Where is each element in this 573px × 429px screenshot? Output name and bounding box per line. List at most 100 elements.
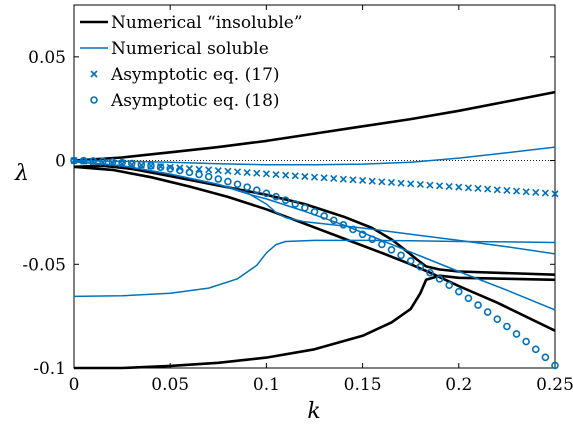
- asymptotic-18-marker: [416, 262, 425, 271]
- asymptotic-18-marker: [551, 361, 559, 370]
- marker-layer: [70, 156, 559, 370]
- asymptotic-18-marker: [70, 156, 78, 165]
- series-layer: [73, 90, 556, 370]
- x-tick-label: 0.15: [344, 375, 382, 395]
- asymptotic-17-marker: [349, 176, 357, 184]
- asymptotic-17-marker: [282, 171, 290, 179]
- asymptotic-17-marker: [205, 166, 213, 174]
- asymptotic-18-marker: [541, 353, 550, 362]
- asymptotic-17-marker: [272, 170, 280, 179]
- asymptotic-17-marker: [512, 187, 521, 195]
- y-axis-label: λ: [14, 161, 29, 186]
- asymptotic-17-marker: [320, 174, 328, 182]
- asymptotic-18-marker: [176, 166, 184, 175]
- asymptotic-18-marker: [301, 203, 309, 212]
- asymptotic-18-marker: [272, 192, 280, 201]
- asymptotic-18-marker: [262, 189, 271, 198]
- legend: Numerical “insoluble” Numerical soluble As…: [80, 13, 303, 111]
- insoluble-series-line-3: [74, 274, 556, 370]
- asymptotic-18-marker: [252, 186, 261, 194]
- asymptotic-18-marker: [185, 168, 194, 177]
- tick-marks: [73, 5, 556, 369]
- asymptotic-18-marker: [406, 257, 415, 265]
- asymptotic-18-marker: [127, 159, 136, 168]
- asymptotic-18-marker: [224, 177, 232, 186]
- asymptotic-17-marker: [426, 181, 434, 189]
- asymptotic-18-marker: [89, 157, 98, 165]
- asymptotic-18-marker: [445, 281, 453, 289]
- asymptotic-17-marker: [291, 172, 299, 180]
- asymptotic-18-marker: [79, 156, 88, 165]
- legend-label: Asymptotic eq. (17): [110, 65, 280, 85]
- asymptotic-17-marker: [118, 160, 126, 168]
- asymptotic-18-marker: [483, 308, 492, 316]
- asymptotic-17-marker: [397, 179, 405, 187]
- asymptotic-17-marker: [368, 177, 376, 185]
- asymptotic-17-marker: [445, 182, 453, 191]
- asymptotic-17-marker: [416, 180, 424, 189]
- soluble-series-line-4: [73, 146, 556, 166]
- asymptotic-18-marker: [99, 157, 107, 166]
- asymptotic-18-marker: [435, 275, 444, 283]
- asymptotic-18-marker: [387, 245, 396, 254]
- asymptotic-17-marker: [378, 178, 386, 186]
- legend-symbol: [90, 96, 98, 104]
- asymptotic-18-marker: [166, 164, 174, 173]
- asymptotic-17-marker: [455, 183, 463, 191]
- x-tick-label: 0: [69, 375, 80, 395]
- insoluble-series-line-2: [73, 165, 556, 332]
- asymptotic-18-marker: [464, 294, 473, 303]
- asymptotic-17-marker: [339, 175, 347, 183]
- y-tick-label: 0: [55, 152, 66, 172]
- asymptotic-17-marker: [253, 169, 261, 177]
- plot-frame: [73, 4, 556, 369]
- asymptotic-17-marker: [243, 168, 251, 177]
- insoluble-series-line-0: [73, 90, 556, 162]
- asymptotic-17-marker: [503, 186, 511, 195]
- x-axis-label: k: [307, 399, 320, 424]
- y-tick-label: -0.1: [33, 359, 66, 379]
- asymptotic-17-marker: [464, 184, 472, 192]
- asymptotic-18-marker: [503, 322, 511, 331]
- asymptotic-17-marker: [387, 178, 396, 187]
- x-tick-labels: 0 0.05 0.1 0.15 0.2 0.25: [69, 375, 573, 395]
- asymptotic-18-marker: [137, 160, 146, 169]
- x-tick-label: 0.1: [253, 375, 280, 395]
- asymptotic-18-marker: [397, 251, 405, 260]
- x-tick-label: 0.25: [536, 375, 573, 395]
- asymptotic-17-marker: [484, 185, 492, 193]
- asymptotic-18-marker: [108, 158, 117, 166]
- asymptotic-18-marker: [368, 235, 377, 244]
- asymptotic-17-marker: [407, 180, 415, 188]
- insoluble-series-line-1: [73, 164, 556, 276]
- asymptotic-17-marker: [474, 184, 482, 193]
- asymptotic-18-marker: [118, 158, 126, 167]
- asymptotic-17-marker: [310, 173, 319, 181]
- asymptotic-18-marker: [329, 216, 338, 225]
- asymptotic-17-marker: [99, 158, 107, 167]
- asymptotic-17-marker: [493, 186, 501, 194]
- asymptotic-18-marker: [531, 345, 540, 354]
- asymptotic-17-marker: [214, 166, 222, 175]
- asymptotic-18-marker: [281, 196, 290, 205]
- y-tick-label: 0.05: [28, 48, 66, 68]
- asymptotic-18-marker: [147, 162, 155, 170]
- asymptotic-18-marker: [156, 163, 165, 172]
- asymptotic-17-marker: [233, 168, 242, 176]
- asymptotic-18-marker: [454, 287, 463, 296]
- asymptotic-18-marker: [426, 268, 434, 277]
- asymptotic-18-marker: [320, 212, 328, 220]
- asymptotic-18-marker: [214, 175, 223, 183]
- asymptotic-18-marker: [339, 221, 348, 229]
- asymptotic-17-marker: [330, 174, 338, 183]
- asymptotic-17-marker: [359, 176, 367, 185]
- asymptotic-17-marker: [551, 190, 559, 198]
- soluble-series-line-6: [73, 160, 556, 311]
- asymptotic-18-marker: [204, 172, 213, 181]
- asymptotic-17-marker: [301, 172, 309, 181]
- asymptotic-18-marker: [195, 170, 203, 179]
- asymptotic-18-marker: [349, 225, 357, 234]
- asymptotic-18-marker: [358, 230, 367, 239]
- soluble-series-line-7: [73, 239, 556, 298]
